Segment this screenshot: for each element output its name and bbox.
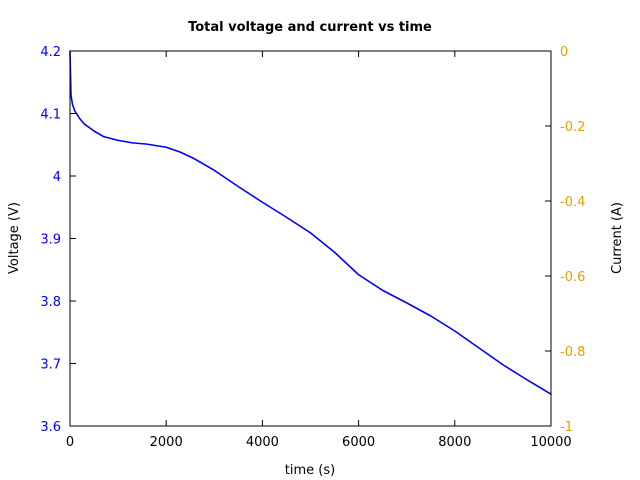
y2-tick-label: -0.6 [560, 270, 585, 285]
y-axis-label: Voltage (V) [7, 202, 22, 274]
y-tick-label: 4.2 [40, 45, 61, 60]
y2-tick-label: -1 [560, 420, 573, 435]
y2-tick-label: -0.2 [560, 120, 585, 135]
plot-data-layer [69, 50, 552, 395]
y-tick-label: 3.6 [40, 420, 61, 435]
y-tick-label: 3.7 [40, 358, 61, 373]
x-tick-label: 4000 [246, 435, 279, 450]
voltage-series-line [69, 50, 552, 395]
tick-layer: 0 2000 4000 6000 8000 10000 3.6 3.7 3.8 3.9 4 4.1 4.… [40, 45, 585, 450]
chart-title: Total voltage and current vs time [188, 20, 432, 35]
plot-frame [69, 50, 552, 427]
y-tick-label: 4 [53, 170, 61, 185]
x-tick-label: 10000 [530, 435, 571, 450]
x-tick-label: 8000 [438, 435, 471, 450]
y-tick-label: 3.8 [40, 295, 61, 310]
y-tick-label: 4.1 [40, 108, 61, 123]
y2-tick-label: -0.4 [560, 195, 585, 210]
x-tick-label: 0 [66, 435, 74, 450]
x-axis-label: time (s) [285, 463, 335, 478]
y-tick-label: 3.9 [40, 233, 61, 248]
y2-tick-label: -0.8 [560, 345, 585, 360]
x-tick-label: 2000 [150, 435, 183, 450]
y2-axis-label: Current (A) [610, 202, 625, 274]
y2-tick-label: 0 [560, 45, 568, 60]
x-tick-label: 6000 [342, 435, 375, 450]
